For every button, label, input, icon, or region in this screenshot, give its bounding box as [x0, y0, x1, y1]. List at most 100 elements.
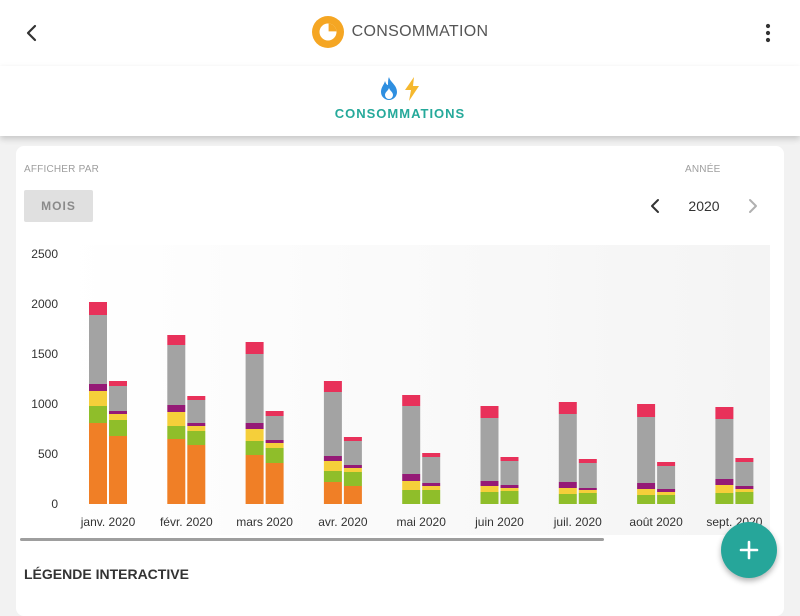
bar-segment-lime[interactable] [735, 492, 754, 504]
bar-segment-purple[interactable] [578, 488, 597, 490]
bar-segment-purple[interactable] [109, 411, 127, 414]
bar-segment-red[interactable] [480, 406, 499, 418]
bar-segment-purple[interactable] [245, 423, 264, 429]
bar-segment-grey[interactable] [715, 419, 734, 479]
bar-segment-purple[interactable] [422, 483, 441, 486]
bar-segment-lime[interactable] [657, 495, 676, 504]
bar-segment-yellow[interactable] [558, 488, 577, 494]
bar-segment-purple[interactable] [187, 423, 206, 426]
bar-segment-grey[interactable] [558, 414, 577, 482]
bar-segment-orange[interactable] [343, 486, 362, 504]
bar-segment-lime[interactable] [578, 493, 597, 504]
bar-segment-purple[interactable] [167, 405, 186, 412]
bar-segment-grey[interactable] [657, 466, 676, 489]
bar-segment-red[interactable] [558, 402, 577, 414]
bar-segment-purple[interactable] [715, 479, 734, 485]
bar-segment-yellow[interactable] [343, 468, 362, 472]
bar-segment-lime[interactable] [715, 493, 734, 504]
bar-segment-lime[interactable] [245, 441, 264, 455]
bar-segment-orange[interactable] [265, 463, 284, 504]
bar-segment-yellow[interactable] [265, 443, 284, 448]
bar-segment-red[interactable] [422, 453, 441, 457]
bar-segment-yellow[interactable] [167, 412, 186, 426]
bar-segment-lime[interactable] [109, 420, 127, 436]
bar-segment-red[interactable] [500, 457, 519, 461]
bar-segment-grey[interactable] [578, 463, 597, 488]
bar-segment-yellow[interactable] [109, 414, 127, 420]
add-button[interactable] [721, 522, 777, 578]
bar-segment-orange[interactable] [109, 436, 127, 504]
bar-segment-lime[interactable] [343, 472, 362, 486]
bar-segment-grey[interactable] [735, 462, 754, 486]
chevron-left-icon[interactable] [646, 196, 666, 216]
bar-segment-orange[interactable] [167, 439, 186, 504]
bar-segment-yellow[interactable] [422, 486, 441, 490]
bar-segment-red[interactable] [245, 342, 264, 354]
bar-segment-purple[interactable] [558, 482, 577, 488]
bar-segment-yellow[interactable] [480, 486, 499, 492]
bar-segment-red[interactable] [187, 396, 206, 400]
chevron-right-icon[interactable] [742, 196, 762, 216]
bar-segment-purple[interactable] [500, 485, 519, 488]
bar-segment-grey[interactable] [245, 354, 264, 423]
bar-segment-red[interactable] [637, 404, 656, 417]
bar-segment-yellow[interactable] [657, 492, 676, 495]
bar-segment-red[interactable] [578, 459, 597, 463]
bar-segment-red[interactable] [402, 395, 421, 406]
bar-segment-lime[interactable] [265, 448, 284, 463]
bar-segment-red[interactable] [167, 335, 186, 345]
bar-segment-purple[interactable] [735, 486, 754, 489]
bar-segment-lime[interactable] [558, 494, 577, 504]
bar-segment-red[interactable] [323, 381, 342, 392]
bar-segment-purple[interactable] [480, 481, 499, 486]
bar-segment-lime[interactable] [323, 471, 342, 482]
bar-segment-grey[interactable] [637, 417, 656, 483]
bar-segment-purple[interactable] [402, 474, 421, 481]
bar-segment-yellow[interactable] [735, 489, 754, 492]
bar-segment-grey[interactable] [167, 345, 186, 405]
bar-segment-lime[interactable] [89, 406, 107, 423]
bar-segment-orange[interactable] [323, 482, 342, 504]
bar-segment-lime[interactable] [167, 426, 186, 439]
bar-segment-lime[interactable] [187, 431, 206, 445]
bar-segment-yellow[interactable] [245, 429, 264, 441]
bar-segment-yellow[interactable] [578, 490, 597, 493]
bar-segment-grey[interactable] [343, 441, 362, 465]
bar-segment-yellow[interactable] [637, 489, 656, 495]
bar-segment-purple[interactable] [265, 440, 284, 443]
bar-segment-purple[interactable] [343, 465, 362, 468]
bar-segment-yellow[interactable] [89, 391, 107, 406]
bar-segment-lime[interactable] [402, 490, 421, 504]
bar-segment-orange[interactable] [245, 455, 264, 504]
bar-segment-purple[interactable] [323, 456, 342, 461]
bar-segment-grey[interactable] [265, 416, 284, 440]
chart-scrollbar[interactable] [20, 538, 604, 541]
bar-segment-lime[interactable] [422, 490, 441, 504]
bar-segment-red[interactable] [343, 437, 362, 441]
arrow-left-icon[interactable] [20, 21, 44, 45]
bar-segment-grey[interactable] [402, 406, 421, 474]
bar-segment-grey[interactable] [323, 392, 342, 456]
bar-segment-lime[interactable] [480, 492, 499, 504]
bar-segment-yellow[interactable] [323, 461, 342, 471]
bar-segment-red[interactable] [735, 458, 754, 462]
bar-segment-orange[interactable] [187, 445, 206, 504]
bar-segment-red[interactable] [657, 462, 676, 466]
bar-segment-orange[interactable] [89, 423, 107, 504]
bar-segment-grey[interactable] [500, 461, 519, 485]
bar-segment-red[interactable] [265, 411, 284, 416]
bar-segment-grey[interactable] [480, 418, 499, 481]
bar-segment-purple[interactable] [89, 384, 107, 391]
bar-segment-yellow[interactable] [715, 485, 734, 493]
bar-segment-red[interactable] [715, 407, 734, 419]
bar-segment-grey[interactable] [89, 315, 107, 384]
bar-segment-yellow[interactable] [187, 426, 206, 431]
bar-segment-yellow[interactable] [500, 488, 519, 491]
bar-segment-purple[interactable] [657, 489, 676, 492]
tab-consommations[interactable]: CONSOMMATIONS [0, 75, 800, 121]
bar-segment-grey[interactable] [109, 386, 127, 411]
bar-segment-purple[interactable] [637, 483, 656, 489]
bar-segment-grey[interactable] [422, 457, 441, 483]
bar-segment-yellow[interactable] [402, 481, 421, 490]
bar-segment-red[interactable] [89, 302, 107, 315]
